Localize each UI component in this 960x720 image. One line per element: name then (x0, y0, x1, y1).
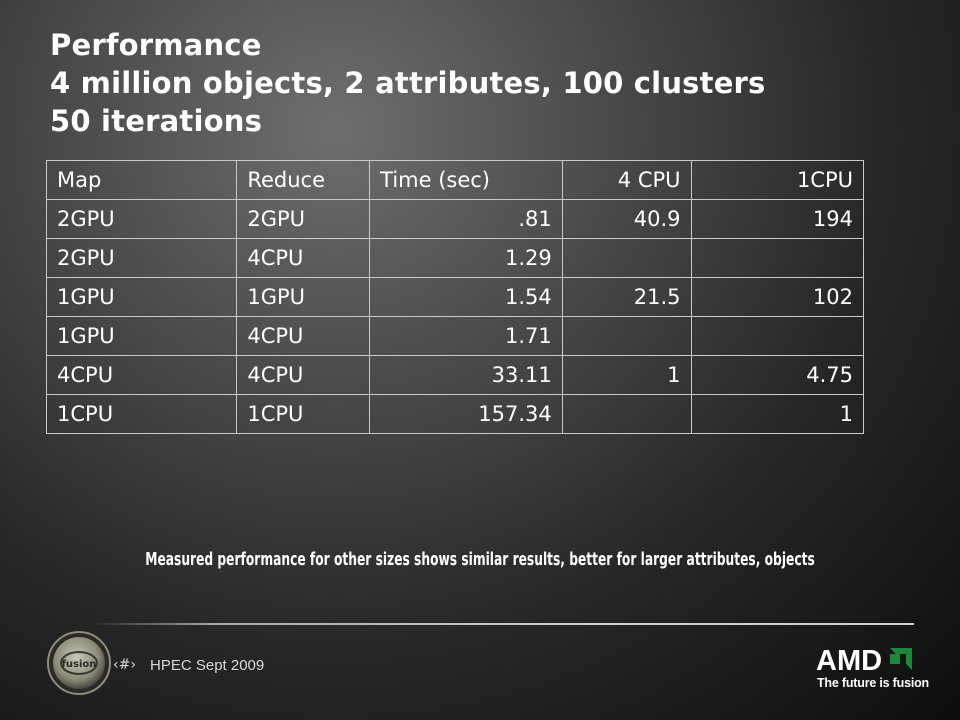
table-cell: 4CPU (236, 355, 371, 395)
amd-tagline: The future is fusion (817, 676, 929, 690)
table-cell: 40.9 (561, 199, 692, 239)
table-row: 1GPU 1GPU 1.54 21.5 102 (45, 277, 865, 317)
slide-number: ‹#› (113, 657, 136, 673)
badge-text: fusion (62, 659, 97, 670)
table-row: 1GPU 4CPU 1.71 (45, 316, 865, 356)
table-cell: 33.11 (369, 355, 563, 395)
table-cell: .81 (369, 199, 563, 239)
title-line: Performance (50, 28, 262, 62)
header-cell: Reduce (236, 160, 371, 200)
performance-note: Measured performance for other sizes sho… (145, 550, 815, 570)
header-cell: 1CPU (690, 160, 865, 200)
table-cell: 2GPU (45, 238, 238, 278)
table-cell (561, 316, 692, 356)
table-cell: 1GPU (236, 277, 371, 317)
table-header-row: Map Reduce Time (sec) 4 CPU 1CPU (45, 160, 865, 200)
amd-logo: AMD (816, 645, 912, 675)
table-cell (561, 394, 692, 434)
table-cell: 102 (690, 277, 865, 317)
table-cell: 2GPU (45, 199, 238, 239)
table-cell: 1 (690, 394, 865, 434)
footer-divider (92, 623, 914, 625)
header-cell: Time (sec) (369, 160, 563, 200)
table-cell: 157.34 (369, 394, 563, 434)
table-cell: 4CPU (45, 355, 238, 395)
table-cell (561, 238, 692, 278)
amd-logo-text: AMD (816, 645, 882, 675)
table-cell: 1 (561, 355, 692, 395)
table-cell: 1.29 (369, 238, 563, 278)
footer-event: HPEC Sept 2009 (150, 657, 265, 674)
table-cell: 1CPU (236, 394, 371, 434)
header-cell: Map (45, 160, 238, 200)
performance-table: Map Reduce Time (sec) 4 CPU 1CPU 2GPU 2G… (45, 160, 865, 434)
table-cell: 1GPU (45, 316, 238, 356)
table-cell: 1CPU (45, 394, 238, 434)
slide-title: Performance 4 million objects, 2 attribu… (50, 26, 930, 140)
header-cell: 4 CPU (561, 160, 692, 200)
table-row: 2GPU 4CPU 1.29 (45, 238, 865, 278)
table-cell: 2GPU (236, 199, 371, 239)
table-cell (690, 316, 865, 356)
title-line: 50 iterations (50, 104, 263, 138)
title-line: 4 million objects, 2 attributes, 100 clu… (50, 66, 766, 100)
table-cell: 194 (690, 199, 865, 239)
table-row: 1CPU 1CPU 157.34 1 (45, 394, 865, 434)
fusion-badge-logo: fusion (47, 631, 111, 695)
table-cell: 1.54 (369, 277, 563, 317)
table-cell: 21.5 (561, 277, 692, 317)
table-cell: 4.75 (690, 355, 865, 395)
table-row: 2GPU 2GPU .81 40.9 194 (45, 199, 865, 239)
table-cell: 4CPU (236, 316, 371, 356)
table-cell: 4CPU (236, 238, 371, 278)
table-cell (690, 238, 865, 278)
table-row: 4CPU 4CPU 33.11 1 4.75 (45, 355, 865, 395)
table-cell: 1GPU (45, 277, 238, 317)
table-cell: 1.71 (369, 316, 563, 356)
